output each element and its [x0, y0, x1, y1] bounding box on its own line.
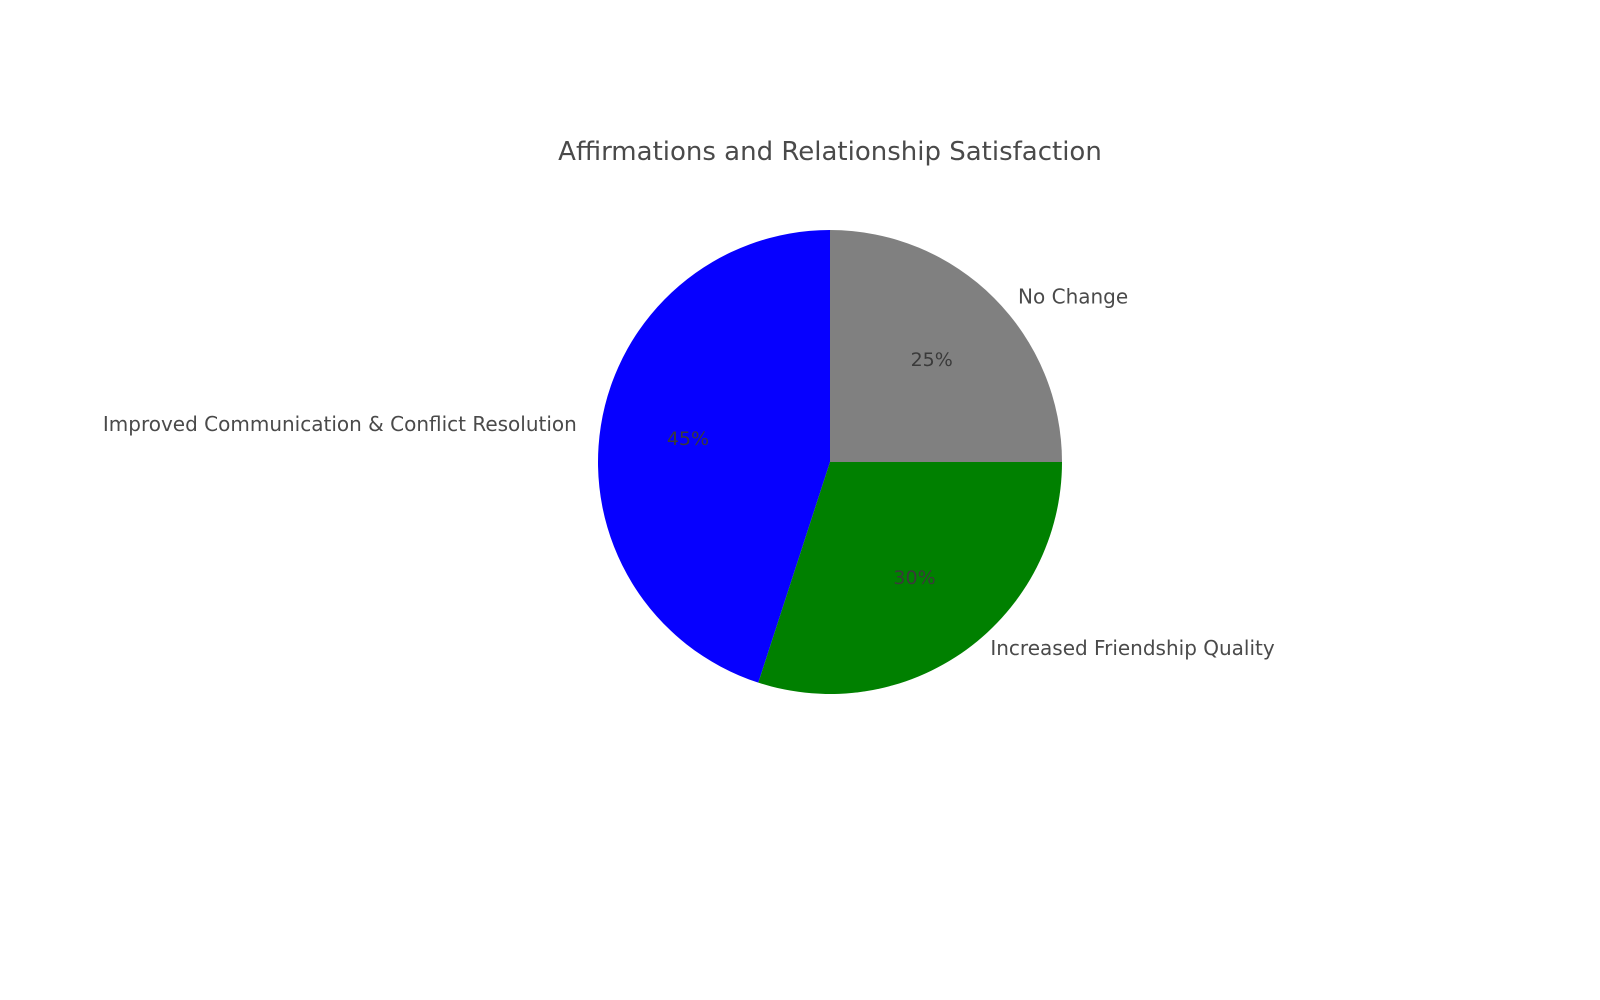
slice-label: Increased Friendship Quality: [990, 636, 1275, 660]
pie-group: [598, 230, 1062, 694]
slice-label: Improved Communication & Conflict Resolu…: [103, 412, 577, 436]
chart-title: Affirmations and Relationship Satisfacti…: [558, 137, 1102, 167]
pie-slice: [830, 230, 1062, 462]
pie-chart-svg: Affirmations and Relationship Satisfacti…: [0, 0, 1600, 1000]
pct-label: 25%: [911, 349, 953, 371]
pct-label: 45%: [667, 428, 709, 450]
slice-label: No Change: [1018, 284, 1128, 308]
chart-container: Affirmations and Relationship Satisfacti…: [0, 0, 1600, 1000]
pct-label: 30%: [893, 567, 935, 589]
